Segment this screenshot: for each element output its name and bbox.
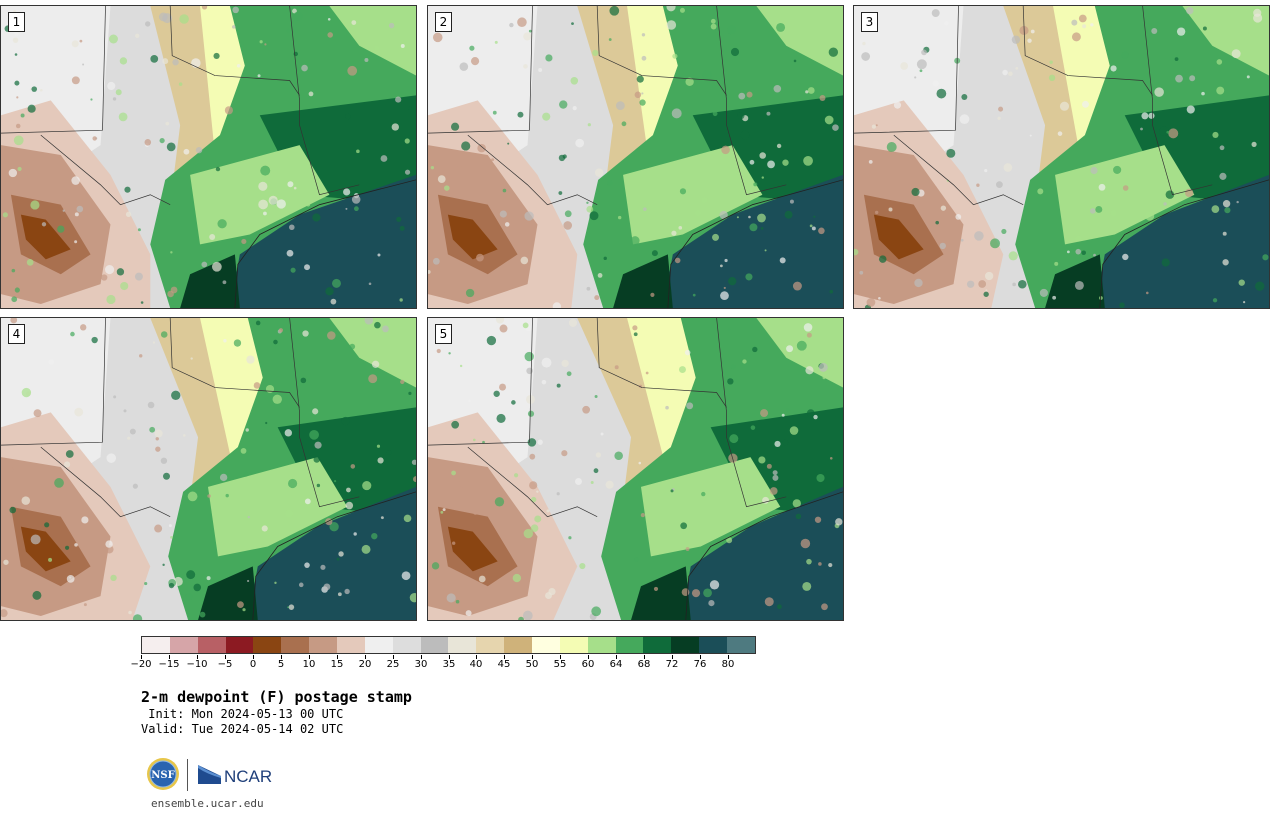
panel-label: 1: [8, 12, 25, 32]
ncar-logo-icon: NCAR: [198, 765, 272, 786]
dewpoint-field: [428, 318, 843, 620]
colorbar-tick-label: 68: [637, 659, 651, 670]
map-panel-3[interactable]: 3: [853, 5, 1270, 309]
dewpoint-field: [1, 318, 416, 620]
colorbar-segment: [699, 637, 728, 653]
dewpoint-field: [1, 6, 416, 308]
colorbar-segment: [671, 637, 700, 653]
map-panel-2[interactable]: 2: [427, 5, 844, 309]
colorbar-tick: [532, 655, 533, 659]
colorbar-tick: [281, 655, 282, 659]
colorbar-tick: [393, 655, 394, 659]
colorbar-tick: [337, 655, 338, 659]
colorbar-tick: [672, 655, 673, 659]
colorbar-tick: [169, 655, 170, 659]
colorbar-segment: [727, 637, 755, 653]
colorbar-segment: [559, 637, 588, 653]
colorbar-tick: [225, 655, 226, 659]
colorbar-tick-label: 25: [386, 659, 400, 670]
panel-label: 2: [435, 12, 452, 32]
colorbar-tick-label: 30: [414, 659, 428, 670]
colorbar-tick: [504, 655, 505, 659]
colorbar-tick-label: 80: [721, 659, 735, 670]
colorbar-tick: [616, 655, 617, 659]
colorbar-tick: [728, 655, 729, 659]
colorbar-segment: [476, 637, 505, 653]
colorbar-segment: [643, 637, 672, 653]
colorbar-segment: [197, 637, 226, 653]
colorbar-tick: [700, 655, 701, 659]
colorbar-segment: [169, 637, 198, 653]
colorbar-tick-label: 15: [330, 659, 344, 670]
colorbar-ticks: −20 −15 −10 −5 0 5 10 15 20 25 30 35 40 45 50 55 60 64 68 7…: [130, 655, 756, 675]
colorbar-segment: [281, 637, 310, 653]
colorbar-segment: [420, 637, 449, 653]
map-panel-4[interactable]: 4: [0, 317, 417, 621]
logo-divider: [187, 759, 188, 791]
valid-time: Valid: Tue 2024-05-14 02 UTC: [141, 722, 344, 736]
panel-label: 3: [861, 12, 878, 32]
colorbar-tick: [644, 655, 645, 659]
colorbar-segment: [253, 637, 282, 653]
colorbar-tick-label: −5: [217, 659, 233, 670]
colorbar-segment: [504, 637, 533, 653]
init-time: Init: Mon 2024-05-13 00 UTC: [141, 707, 344, 721]
colorbar-tick-label: 5: [277, 659, 285, 670]
dewpoint-field: [854, 6, 1269, 308]
colorbar-tick-label: −20: [130, 659, 152, 670]
colorbar-tick: [476, 655, 477, 659]
colorbar-tick-label: 0: [249, 659, 257, 670]
colorbar-tick-label: 20: [358, 659, 372, 670]
dewpoint-field: [428, 6, 843, 308]
colorbar-tick: [197, 655, 198, 659]
colorbar-segment: [364, 637, 393, 653]
nsf-logo-text: NSF: [151, 770, 174, 781]
colorbar-tick-label: 35: [442, 659, 456, 670]
colorbar-tick-label: 40: [469, 659, 483, 670]
colorbar-tick: [588, 655, 589, 659]
colorbar-tick: [141, 655, 142, 659]
colorbar-tick: [421, 655, 422, 659]
panel-label: 4: [8, 324, 25, 344]
colorbar-tick-label: 60: [581, 659, 595, 670]
colorbar-tick-label: −10: [186, 659, 208, 670]
colorbar-tick-label: −15: [158, 659, 180, 670]
ncar-logo-text: NCAR: [224, 767, 272, 786]
panel-label: 5: [435, 324, 452, 344]
colorbar-tick: [365, 655, 366, 659]
map-panel-5[interactable]: 5: [427, 317, 844, 621]
colorbar-segment: [142, 637, 170, 653]
nsf-logo-icon: NSF: [147, 758, 179, 790]
colorbar-segment: [392, 637, 421, 653]
figure-title: 2-m dewpoint (F) postage stamp: [141, 688, 412, 706]
colorbar-tick: [449, 655, 450, 659]
colorbar-segment: [532, 637, 560, 653]
colorbar-tick-label: 72: [665, 659, 679, 670]
map-panel-1[interactable]: 1: [0, 5, 417, 309]
colorbar-tick: [253, 655, 254, 659]
colorbar-segment: [309, 637, 338, 653]
colorbar-tick-label: 45: [497, 659, 511, 670]
colorbar-tick-label: 64: [609, 659, 623, 670]
colorbar-segment: [337, 637, 365, 653]
colorbar-tick-label: 76: [693, 659, 707, 670]
colorbar-tick-label: 10: [302, 659, 316, 670]
colorbar-tick: [309, 655, 310, 659]
site-url[interactable]: ensemble.ucar.edu: [151, 797, 264, 810]
colorbar: [141, 636, 756, 654]
colorbar-tick-label: 55: [553, 659, 567, 670]
colorbar-segment: [448, 637, 477, 653]
colorbar-segment: [225, 637, 254, 653]
colorbar-tick-label: 50: [525, 659, 539, 670]
colorbar-segment: [587, 637, 616, 653]
colorbar-segment: [615, 637, 644, 653]
colorbar-tick: [560, 655, 561, 659]
